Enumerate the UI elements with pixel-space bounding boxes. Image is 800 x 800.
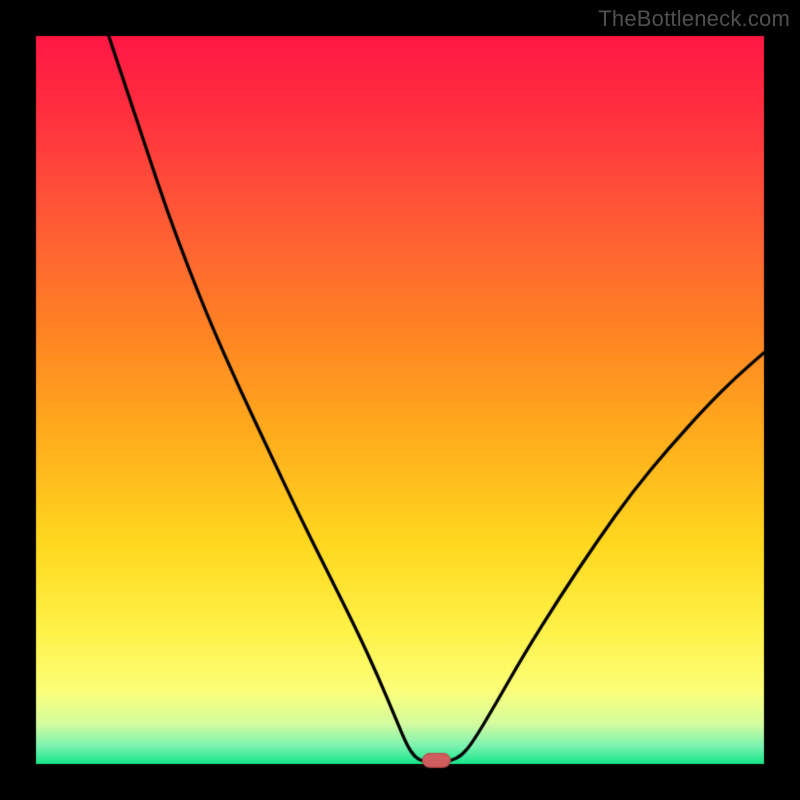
bottleneck-chart-canvas — [0, 0, 800, 800]
attribution-label: TheBottleneck.com — [598, 6, 790, 32]
chart-stage: TheBottleneck.com — [0, 0, 800, 800]
